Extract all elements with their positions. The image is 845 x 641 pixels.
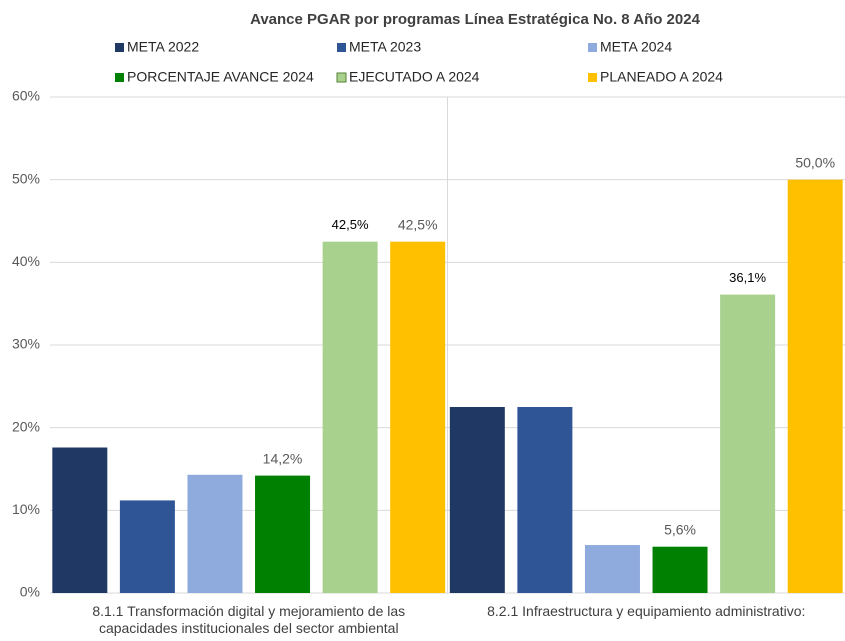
value-label: 42,5% [332,217,369,232]
bar [52,447,108,593]
bar [119,500,175,593]
bar [787,179,843,593]
value-label: 42,5% [398,216,438,232]
legend-swatch [115,43,124,52]
legend-swatch [588,43,597,52]
y-tick-label: 40% [12,253,40,269]
legend-label: EJECUTADO A 2024 [349,69,480,85]
legend-swatch [336,72,347,83]
legend-label: PORCENTAJE AVANCE 2024 [127,69,314,85]
value-label: 14,2% [263,450,303,466]
x-tick-label: 8.2.1 Infraestructura y equipamiento adm… [487,603,806,619]
bar [390,241,446,593]
value-label: 36,1% [729,270,766,285]
bar [517,407,573,593]
legend-label: META 2022 [127,39,199,55]
bar [255,475,311,593]
legend-label: META 2023 [349,39,421,55]
value-label: 5,6% [664,521,696,537]
legend-swatch [588,73,597,82]
bar [187,474,243,593]
bar [322,241,378,593]
y-tick-label: 0% [20,584,40,600]
chart-title: Avance PGAR por programas Línea Estratég… [250,11,701,28]
legend-label: PLANEADO A 2024 [600,69,723,85]
legend-swatch [337,43,346,52]
bar [652,546,708,593]
x-tick-label: 8.1.1 Transformación digital y mejoramie… [92,603,406,636]
y-tick-label: 60% [12,88,40,104]
bar [720,294,776,593]
legend-label: META 2024 [600,39,672,55]
y-tick-label: 30% [12,336,40,352]
bar [449,407,505,593]
y-tick-label: 50% [12,170,40,186]
legend-swatch [115,73,124,82]
y-tick-label: 20% [12,418,40,434]
y-tick-label: 10% [12,501,40,517]
value-label: 50,0% [795,154,835,170]
bar [584,545,640,593]
